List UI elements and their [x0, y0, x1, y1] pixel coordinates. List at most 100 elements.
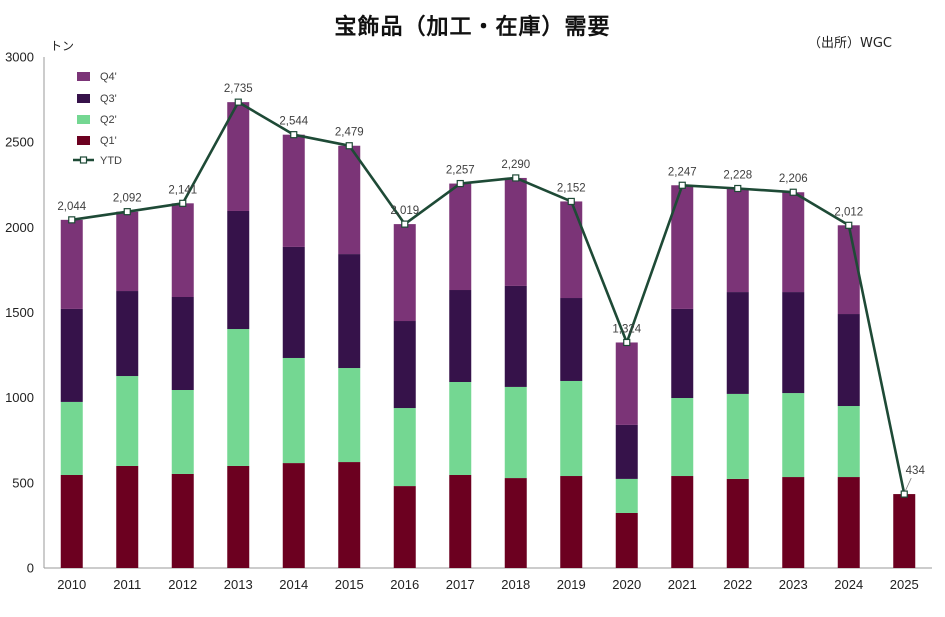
ytd-marker-2014 — [290, 131, 298, 139]
bar-2023-q4 — [782, 192, 805, 293]
ytd-marker-2017 — [456, 179, 464, 188]
bar-2020-q3 — [615, 424, 638, 479]
bar-2018-q4 — [504, 177, 527, 286]
ytd-marker-2023 — [789, 188, 797, 196]
legend-swatch-q4 — [77, 72, 90, 81]
stacked-bars — [60, 102, 916, 568]
legend-swatch-q1 — [77, 136, 90, 145]
ytd-marker-2010 — [68, 216, 76, 224]
bar-2021-q3 — [671, 308, 694, 399]
bar-2012-q1 — [171, 473, 194, 568]
bar-2017-q3 — [449, 290, 472, 382]
bar-2010-q1 — [60, 474, 83, 568]
ytd-marker-2022 — [734, 184, 742, 193]
bar-2021-q1 — [671, 476, 694, 568]
data-labels: 2,044 2,092 2,141 2,735 2,544 2,479 2,019 2,257… — [57, 83, 925, 492]
data-label-2014: 2,544 — [279, 116, 308, 128]
bar-2018-q2 — [504, 386, 527, 479]
bar-2014-q1 — [282, 463, 305, 568]
data-label-2015: 2,479 — [335, 127, 364, 139]
bar-2014-q2 — [282, 357, 305, 464]
ytd-marker-2011 — [123, 208, 131, 216]
x-tick-label-2020: 2020 — [612, 577, 641, 592]
ytd-marker-2012 — [179, 199, 187, 207]
x-tick-label-2019: 2019 — [557, 577, 586, 592]
legend-swatch-ytd-marker — [79, 156, 88, 164]
bar-2012-q4 — [171, 203, 194, 297]
x-tick-label-2023: 2023 — [779, 577, 808, 592]
bar-2010-q3 — [60, 308, 83, 402]
legend-item-q3: Q3' — [77, 93, 117, 105]
bar-2011-q4 — [116, 211, 139, 292]
bar-2024-q2 — [837, 406, 860, 478]
data-label-2013: 2,735 — [224, 83, 253, 95]
ytd-marker-2021 — [678, 181, 686, 189]
data-label-2023: 2,206 — [779, 173, 808, 185]
data-label-2010: 2,044 — [57, 201, 86, 213]
bar-2010-q2 — [60, 401, 83, 475]
bar-2016-q1 — [393, 486, 416, 568]
bar-2012-q2 — [171, 390, 194, 474]
x-tick-label-2017: 2017 — [446, 577, 475, 592]
bar-2011-q1 — [116, 465, 139, 568]
data-label-2021: 2,247 — [668, 166, 697, 178]
bar-2015-q1 — [338, 462, 361, 568]
ytd-line-layer — [68, 98, 908, 498]
y-tick-label-2500: 2500 — [5, 135, 34, 150]
data-label-2018: 2,290 — [501, 159, 530, 171]
y-tick-label-500: 500 — [12, 475, 34, 490]
x-tick-label-2011: 2011 — [113, 577, 141, 592]
legend-label-ytd: YTD — [100, 155, 122, 167]
legend-item-q4: Q4' — [77, 71, 117, 83]
bar-2024-q4 — [837, 225, 860, 315]
bar-2022-q3 — [726, 292, 749, 394]
ytd-marker-2019 — [567, 197, 575, 206]
bar-2020-q2 — [615, 478, 638, 513]
bar-2012-q3 — [171, 296, 194, 391]
bar-2013-q1 — [227, 465, 250, 568]
bar-2022-q4 — [726, 188, 749, 293]
y-axis-unit-label: トン — [50, 39, 75, 53]
bar-2016-q3 — [393, 321, 416, 409]
bar-2024-q3 — [837, 314, 860, 407]
x-tick-label-2012: 2012 — [168, 577, 197, 592]
bar-2013-q4 — [227, 102, 250, 211]
x-tick-label-2014: 2014 — [279, 577, 308, 592]
x-tick-label-2021: 2021 — [668, 577, 697, 592]
bar-2015-q2 — [338, 368, 361, 463]
legend-item-q2: Q2' — [77, 114, 117, 126]
data-label-2024: 2,012 — [834, 206, 863, 218]
legend-item-q1: Q1' — [77, 135, 117, 147]
bar-2018-q1 — [504, 478, 527, 568]
legend-swatch-q2 — [77, 115, 90, 124]
bar-2011-q2 — [116, 376, 139, 466]
bar-2021-q4 — [671, 185, 694, 309]
ytd-marker-2020 — [623, 338, 631, 347]
ytd-marker-2025 — [900, 490, 908, 498]
bar-2020-q1 — [615, 512, 638, 568]
bar-2010-q4 — [60, 219, 83, 309]
ytd-marker-2024 — [845, 221, 853, 229]
x-tick-label-2016: 2016 — [390, 577, 419, 592]
legend-label-q4: Q4' — [100, 71, 117, 83]
bar-2023-q1 — [782, 477, 805, 568]
y-tick-label-0: 0 — [27, 561, 34, 576]
bar-2019-q3 — [560, 298, 583, 381]
bar-2019-q1 — [560, 476, 583, 568]
bar-2014-q4 — [282, 134, 305, 247]
bar-2019-q2 — [560, 380, 583, 477]
legend-swatch-q3 — [77, 94, 90, 103]
ytd-marker-2013 — [234, 98, 242, 106]
bar-2020-q4 — [615, 342, 638, 425]
y-tick-label-2000: 2000 — [5, 220, 34, 235]
data-label-2019: 2,152 — [557, 182, 586, 194]
bar-2017-q2 — [449, 381, 472, 475]
y-tick-label-1500: 1500 — [5, 305, 34, 320]
bar-2013-q2 — [227, 329, 250, 466]
bar-2016-q4 — [393, 224, 416, 322]
data-label-leader-2025 — [904, 477, 912, 492]
bar-2022-q2 — [726, 393, 749, 479]
x-tick-label-2024: 2024 — [834, 577, 863, 592]
